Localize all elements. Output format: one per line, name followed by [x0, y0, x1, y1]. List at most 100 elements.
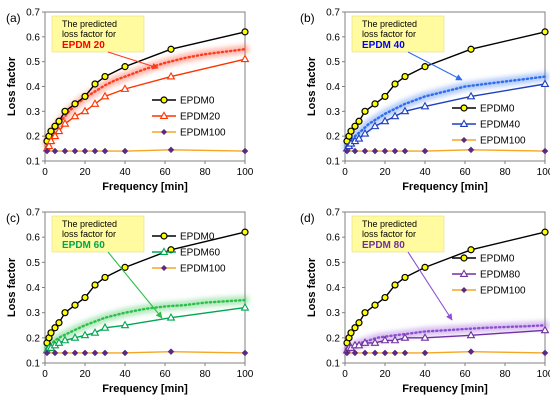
- legend: EPDM0 EPDM60 EPDM100: [152, 232, 226, 275]
- legend-label: EPDM80: [480, 270, 520, 281]
- x-tick-label: 100: [537, 167, 550, 178]
- data-point: [391, 281, 399, 289]
- data-point: [71, 100, 79, 108]
- data-point: [351, 324, 359, 332]
- legend-marker: [460, 104, 468, 112]
- data-point: [391, 349, 399, 357]
- series-EPDM100: [343, 146, 549, 155]
- data-point: [167, 348, 175, 356]
- panel-label: (b): [300, 11, 315, 25]
- data-point: [351, 147, 359, 155]
- y-tick-label: 0.3: [326, 308, 340, 319]
- data-point: [390, 335, 400, 344]
- data-point: [241, 147, 249, 155]
- data-point: [541, 147, 549, 155]
- data-point: [51, 324, 59, 332]
- y-tick-label: 0.2: [326, 132, 340, 143]
- x-axis-label: Frequency [min]: [102, 181, 188, 193]
- data-point: [351, 122, 359, 130]
- data-point: [241, 228, 249, 236]
- legend-marker: [161, 265, 167, 271]
- data-point: [167, 146, 175, 154]
- data-point: [61, 147, 69, 155]
- data-point: [47, 127, 55, 135]
- y-tick-label: 0.2: [26, 132, 40, 143]
- x-tick-label: 40: [119, 167, 131, 178]
- data-point: [54, 338, 64, 346]
- data-point: [120, 84, 130, 92]
- legend-marker: [160, 96, 168, 104]
- data-point: [121, 349, 129, 357]
- data-point: [540, 79, 550, 87]
- x-tick-label: 20: [379, 167, 391, 178]
- data-point: [101, 349, 109, 357]
- data-point: [400, 106, 410, 115]
- y-axis-label: Loss factor: [6, 56, 18, 116]
- data-point: [347, 329, 355, 337]
- panel-label: (d): [300, 211, 315, 225]
- data-point: [467, 246, 475, 254]
- data-point: [361, 107, 369, 115]
- data-point: [70, 111, 80, 120]
- legend-label: EPDM0: [480, 104, 515, 115]
- data-point: [71, 349, 79, 357]
- x-tick-label: 20: [79, 369, 91, 380]
- series-EPDM20: [42, 54, 250, 152]
- data-point: [101, 72, 109, 81]
- data-point: [420, 333, 430, 341]
- legend-label: EPDM100: [480, 286, 526, 297]
- annotation-arrow: [407, 51, 463, 81]
- y-axis-label: Loss factor: [306, 257, 318, 317]
- data-point: [61, 107, 69, 115]
- data-point: [370, 338, 380, 346]
- y-tick-label: 0.1: [326, 359, 340, 370]
- y-tick-label: 0.7: [326, 208, 340, 219]
- data-point: [166, 312, 176, 321]
- x-tick-label: 60: [159, 369, 171, 380]
- y-tick-label: 0.6: [26, 32, 40, 43]
- x-tick-label: 40: [119, 369, 131, 380]
- y-tick-label: 0.6: [26, 233, 40, 244]
- data-point: [421, 63, 429, 71]
- annotation-line2: loss factor for: [362, 229, 416, 239]
- data-point: [390, 111, 400, 120]
- data-point: [361, 309, 369, 317]
- data-point: [540, 325, 550, 334]
- data-point: [240, 302, 250, 311]
- data-point: [380, 335, 390, 344]
- data-point: [351, 349, 359, 357]
- series-EPDM60: [42, 302, 250, 354]
- data-point: [391, 80, 399, 88]
- y-tick-label: 0.7: [26, 208, 40, 219]
- data-point: [71, 147, 79, 155]
- y-tick-label: 0.4: [326, 82, 340, 93]
- data-point: [360, 128, 370, 137]
- annotation-highlight: EPDM 40: [362, 40, 405, 51]
- y-tick-label: 0.4: [326, 283, 340, 294]
- annotation-box: [51, 15, 145, 53]
- legend-label: EPDM100: [180, 128, 226, 139]
- data-point: [91, 281, 99, 289]
- chart-panel-3: 0.1 0.2 0.3 0.4 0.5 0.6 0.7 0 20 40 60 80 100 Frequen…: [6, 208, 254, 396]
- series-EPDM100: [343, 348, 549, 357]
- data-point: [167, 246, 175, 254]
- data-point: [60, 335, 70, 344]
- data-point: [60, 119, 70, 127]
- x-axis-label: Frequency [min]: [402, 181, 488, 193]
- data-point: [44, 141, 54, 150]
- data-point: [421, 147, 429, 155]
- x-tick-label: 0: [42, 369, 48, 380]
- y-tick-label: 0.6: [326, 233, 340, 244]
- legend-marker: [461, 287, 467, 293]
- x-tick-label: 20: [379, 369, 391, 380]
- data-point: [47, 329, 55, 337]
- data-point: [80, 330, 90, 339]
- series-EPDM0: [43, 228, 249, 347]
- x-tick-label: 0: [342, 369, 348, 380]
- annotation-line2: loss factor for: [62, 29, 116, 39]
- legend-label: EPDM20: [180, 112, 220, 123]
- data-point: [81, 293, 89, 302]
- y-tick-label: 0.4: [26, 82, 40, 93]
